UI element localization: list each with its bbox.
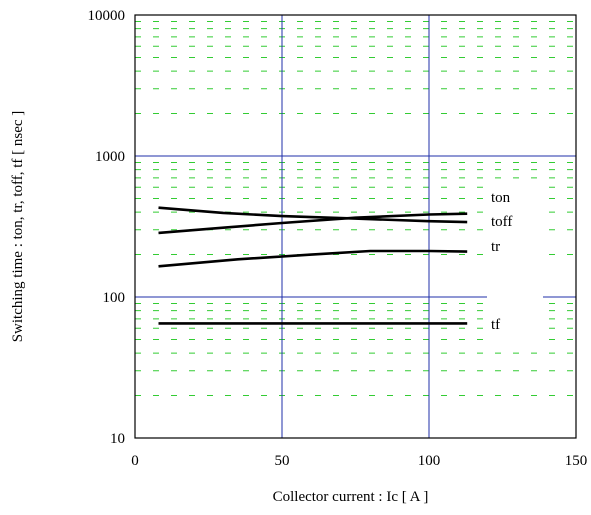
x-tick-label: 50 <box>275 453 290 469</box>
series-label-ton: ton <box>491 190 511 206</box>
y-tick-label: 10000 <box>88 8 126 24</box>
label-background <box>487 180 543 344</box>
series-label-toff: toff <box>491 214 512 230</box>
series-label-tf: tf <box>491 317 500 333</box>
x-tick-label: 100 <box>418 453 441 469</box>
x-axis-label: Collector current : Ic [ A ] <box>273 489 429 505</box>
series-labels: ton toff tr tf <box>487 180 543 344</box>
y-tick-label: 100 <box>103 290 126 306</box>
plot-frame <box>134 14 577 439</box>
x-tick-labels: 0 50 100 150 <box>131 453 587 469</box>
series-line-tr <box>158 249 468 268</box>
series-lines <box>158 206 468 325</box>
series-line-toff <box>158 212 468 235</box>
minor-grid <box>135 20 576 397</box>
y-tick-label: 1000 <box>95 149 125 165</box>
y-tick-label: 10 <box>110 431 125 447</box>
x-tick-label: 0 <box>131 453 139 469</box>
y-axis-label: Switching time : ton, tr, toff, tf [ nse… <box>10 111 26 343</box>
y-tick-labels: 10 100 1000 10000 <box>88 8 126 447</box>
x-tick-label: 150 <box>565 453 588 469</box>
series-label-tr: tr <box>491 239 500 255</box>
series-line-ton <box>158 206 468 224</box>
